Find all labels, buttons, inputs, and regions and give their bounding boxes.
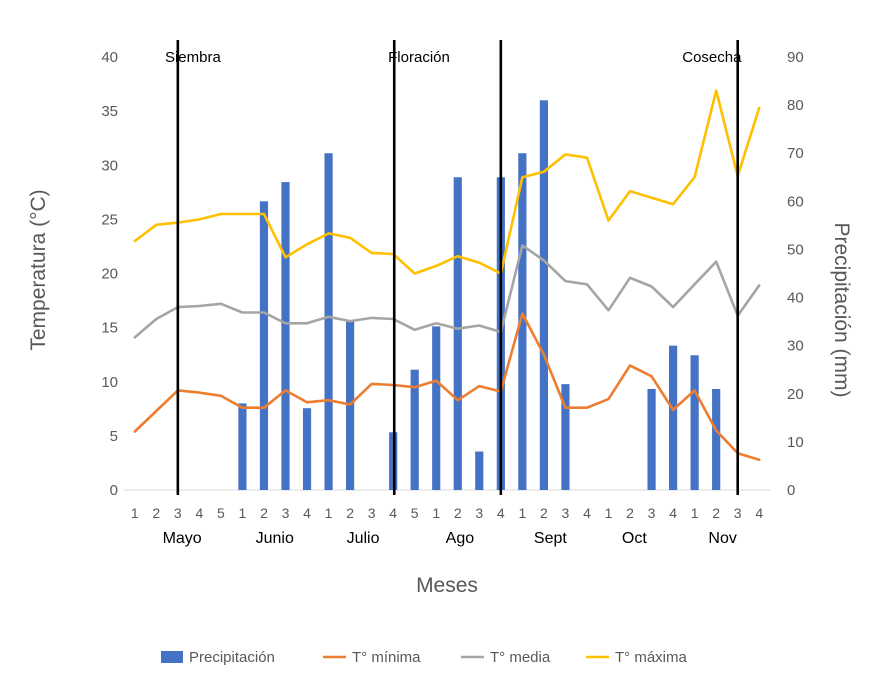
week-tick-label: 1	[605, 505, 613, 521]
precipitation-bar	[259, 201, 269, 491]
week-tick-label: 3	[562, 505, 570, 521]
week-tick-label: 2	[540, 505, 548, 521]
week-tick-label: 2	[152, 505, 160, 521]
month-label: Ago	[446, 530, 475, 547]
y-right-tick-label: 50	[787, 241, 804, 258]
legend-label-tmedia: T° media	[490, 649, 551, 666]
y-left-tick-label: 5	[110, 428, 118, 445]
legend-swatch-precipitation	[161, 651, 183, 663]
legend-label-tmax: T° máxima	[615, 649, 687, 666]
y-left-tick-label: 0	[110, 482, 118, 499]
month-label: Junio	[256, 530, 294, 547]
precipitation-bar	[302, 408, 312, 490]
month-label: Nov	[708, 530, 736, 547]
week-tick-label: 4	[303, 505, 311, 521]
precipitation-bar	[475, 451, 484, 490]
y-right-tick-label: 70	[787, 145, 804, 162]
x-axis-title: Meses	[416, 574, 478, 597]
precipitation-bar	[238, 403, 247, 490]
month-label: Julio	[347, 530, 380, 547]
precipitation-bar	[669, 345, 678, 490]
month-label: Sept	[534, 530, 567, 547]
precipitation-bar	[410, 369, 419, 490]
week-tick-label: 5	[411, 505, 419, 521]
precipitation-bar	[281, 182, 290, 491]
y-axis-left-title: Temperatura (°C)	[27, 189, 50, 350]
week-tick-label: 4	[497, 505, 505, 521]
precipitation-bars	[238, 100, 721, 491]
week-tick-label: 3	[648, 505, 656, 521]
week-tick-label: 1	[239, 505, 247, 521]
week-tick-label: 2	[454, 505, 462, 521]
y-left-tick-label: 30	[101, 157, 118, 174]
week-tick-label: 2	[626, 505, 634, 521]
precipitation-bar	[324, 153, 333, 490]
y-right-tick-label: 10	[787, 434, 804, 451]
week-tick-label: 4	[755, 505, 763, 521]
week-tick-label: 2	[712, 505, 720, 521]
precipitation-bar	[518, 153, 527, 490]
week-tick-label: 1	[131, 505, 139, 521]
precipitation-bar	[432, 326, 441, 490]
stage-label: Floración	[388, 49, 450, 66]
y-left-tick-label: 40	[101, 49, 118, 66]
y-right-tick-label: 20	[787, 386, 804, 403]
precipitation-bar	[712, 388, 721, 490]
legend: Precipitación T° mínima T° media T° máxi…	[161, 649, 687, 666]
week-tick-label: 1	[432, 505, 440, 521]
y-right-tick-label: 0	[787, 482, 795, 499]
week-tick-label: 2	[346, 505, 354, 521]
y-right-tick-label: 60	[787, 193, 804, 210]
week-tick-label: 4	[389, 505, 397, 521]
precipitation-bar	[539, 100, 548, 491]
temperature-lines	[133, 89, 761, 462]
y-right-tick-label: 80	[787, 97, 804, 114]
y-left-tick-label: 15	[101, 320, 118, 337]
precipitation-bar	[690, 355, 699, 490]
week-tick-label: 5	[217, 505, 225, 521]
legend-label-tmin: T° mínima	[352, 649, 421, 666]
week-tick-label: 4	[195, 505, 203, 521]
tmedia-line	[133, 244, 761, 339]
tmin-line	[133, 312, 761, 462]
y-right-tick-label: 40	[787, 290, 804, 307]
week-tick-label: 3	[368, 505, 376, 521]
week-tick-label: 1	[691, 505, 699, 521]
y-left-tick-label: 10	[101, 374, 118, 391]
week-tick-label: 3	[734, 505, 742, 521]
precipitation-bar	[561, 384, 570, 490]
week-tick-label: 3	[174, 505, 182, 521]
week-tick-label: 4	[583, 505, 591, 521]
week-tick-label: 4	[669, 505, 677, 521]
stage-label: Cosecha	[682, 49, 742, 66]
tmax-line	[133, 89, 761, 275]
y-left-tick-label: 35	[101, 103, 118, 120]
stage-label: Siembra	[165, 49, 222, 66]
stage-markers: Siembra Floración Cosecha	[165, 40, 742, 495]
y-right-tick-label: 30	[787, 338, 804, 355]
week-tick-label: 3	[282, 505, 290, 521]
y-left-tick-label: 25	[101, 211, 118, 228]
week-tick-label: 3	[475, 505, 483, 521]
y-left-tick-label: 20	[101, 266, 118, 283]
precipitation-bar	[647, 388, 656, 490]
week-tick-label: 2	[260, 505, 268, 521]
precipitation-bar	[453, 177, 462, 490]
week-tick-label: 1	[325, 505, 333, 521]
month-label: Oct	[622, 530, 647, 547]
y-right-tick-label: 90	[787, 49, 804, 66]
week-tick-label: 1	[518, 505, 526, 521]
precipitation-bar	[346, 321, 355, 490]
month-label: Mayo	[163, 530, 202, 547]
y-axis-right-title: Precipitación (mm)	[830, 222, 853, 397]
legend-label-precipitation: Precipitación	[189, 649, 275, 666]
